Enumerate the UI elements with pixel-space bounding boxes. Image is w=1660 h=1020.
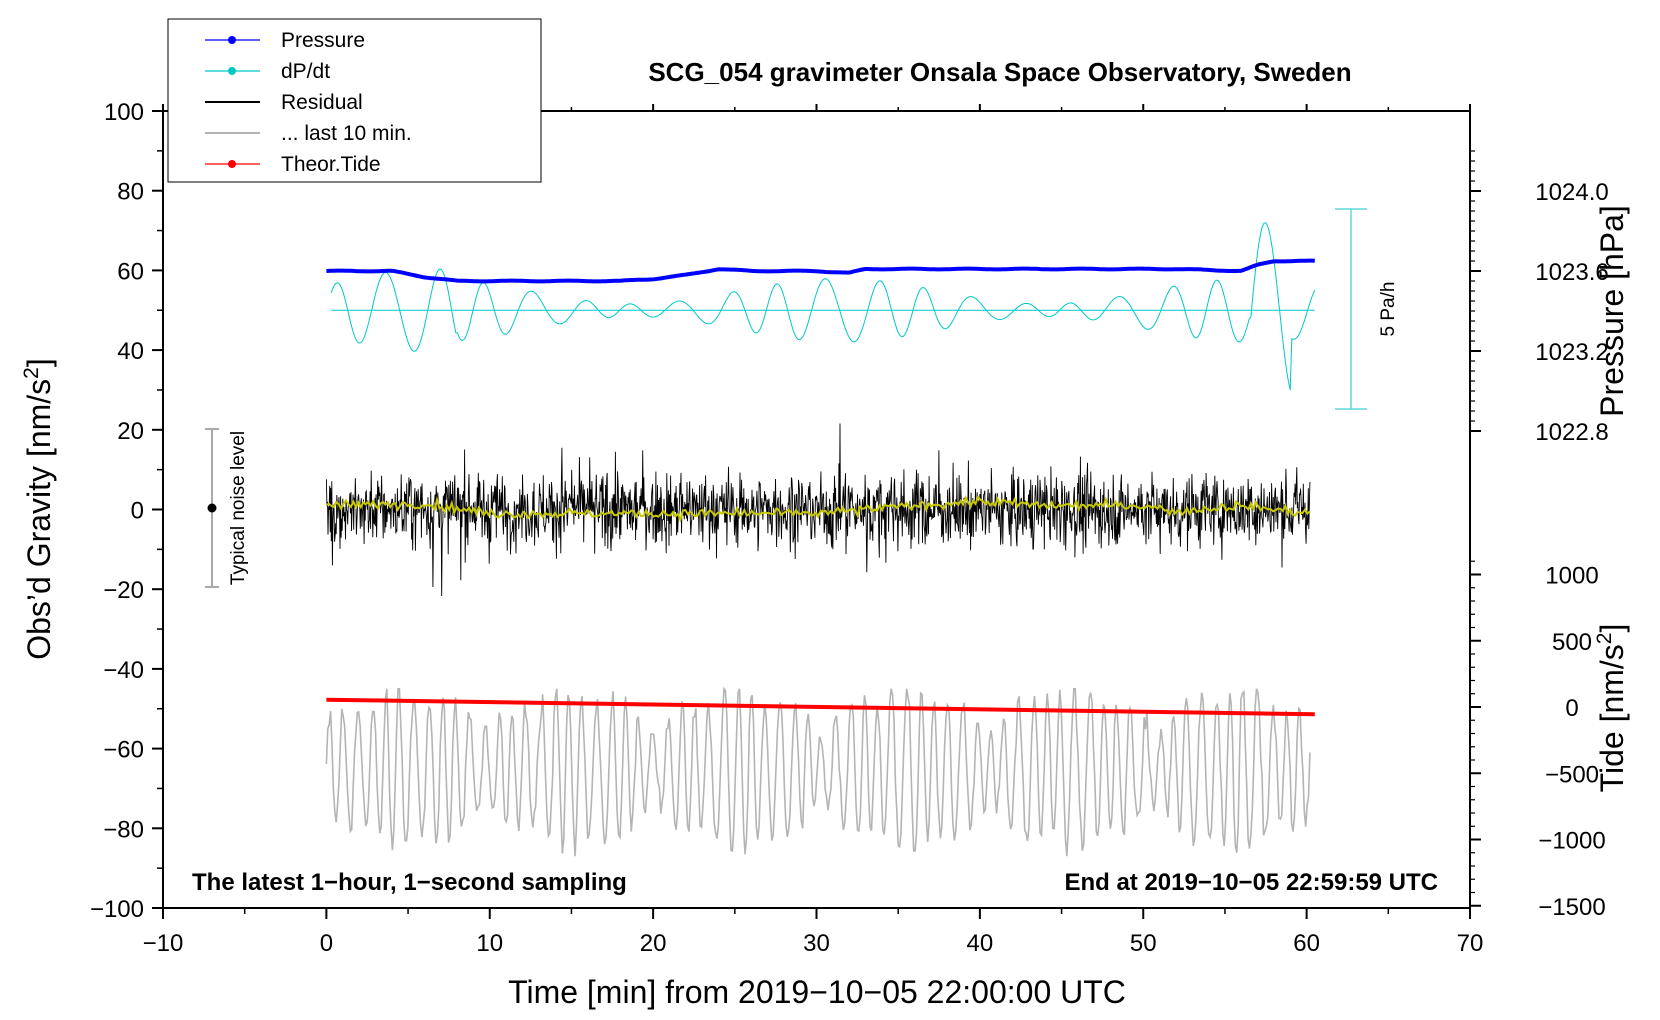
y-tick-label: −60 (103, 737, 144, 764)
tide-tick-label: 500 (1552, 629, 1592, 656)
tide-tick-label: −1500 (1538, 894, 1605, 921)
x-tick-label: 60 (1293, 930, 1320, 957)
y-tick-label: −80 (103, 816, 144, 843)
y-tick-label: 60 (117, 258, 144, 285)
x-tick-label: 20 (640, 930, 667, 957)
x-tick-label: 0 (320, 930, 333, 957)
pressure-tick-label: 1023.6 (1535, 259, 1608, 286)
y-tick-label: 40 (117, 338, 144, 365)
series-pressure (326, 258, 1315, 284)
x-tick-label: 10 (476, 930, 503, 957)
y-axis-label-left: Obs’d Gravity [nm/s2] (20, 358, 57, 660)
pressure-tick-label: 1022.8 (1535, 419, 1608, 446)
legend-marker-0 (228, 36, 236, 44)
tide-tick-label: 1000 (1545, 563, 1598, 590)
annotation-right: End at 2019−10−05 22:59:59 UTC (1064, 869, 1438, 896)
series-residual-smoothed (325, 494, 1311, 524)
series-last-10-min (325, 686, 1311, 857)
legend-label-2: Residual (281, 91, 363, 114)
tide-tick-label: −500 (1545, 761, 1599, 788)
legend-label-0: Pressure (281, 29, 365, 52)
pressure-tick-label: 1024.0 (1535, 179, 1608, 206)
y-tick-label: −40 (103, 657, 144, 684)
noise-level-indicator: Typical noise level (205, 428, 249, 588)
x-tick-label: 50 (1130, 930, 1157, 957)
y-axis-label-pressure: Pressure [hPa] (1594, 205, 1630, 417)
series-layer (325, 222, 1316, 857)
y-tick-label: −100 (90, 896, 144, 923)
y-tick-label: 100 (104, 99, 144, 126)
x-tick-label: −10 (143, 930, 184, 957)
x-tick-label: 40 (967, 930, 994, 957)
pressure-tick-label: 1023.2 (1535, 339, 1608, 366)
axes-layer: −10 0 10 20 30 40 50 60 70100806040200−20−40−60−… (90, 99, 1609, 957)
noise-level-label: Typical noise level (228, 431, 249, 585)
y-tick-label: 80 (117, 179, 144, 206)
y-tick-label: 20 (117, 418, 144, 445)
annotation-left: The latest 1−hour, 1−second sampling (192, 869, 627, 896)
tide-tick-label: −1000 (1538, 828, 1605, 855)
series-residual (325, 423, 1311, 597)
legend-marker-4 (228, 160, 236, 168)
x-tick-label: 30 (803, 930, 830, 957)
series-dpdt (330, 222, 1316, 391)
legend-label-1: dP/dt (281, 60, 330, 83)
dpdt-scale-label: 5 Pa/h (1378, 282, 1399, 337)
legend: Pressure dP/dt Residual ... last 10 min. The… (167, 18, 542, 183)
chart-title: SCG_054 gravimeter Onsala Space Observat… (648, 57, 1351, 87)
x-tick-label: 70 (1457, 930, 1484, 957)
series-theor-tide (326, 697, 1315, 717)
legend-label-3: ... last 10 min. (281, 122, 412, 145)
x-axis-label: Time [min] from 2019−10−05 22:00:00 UTC (508, 974, 1126, 1010)
y-axis-label-tide: Tide [nm/s2] (1593, 624, 1630, 793)
y-tick-label: −20 (103, 577, 144, 604)
legend-box (167, 18, 542, 183)
dpdt-scale-bar: 5 Pa/h (1335, 208, 1399, 410)
tide-tick-label: 0 (1565, 695, 1578, 722)
legend-marker-1 (228, 67, 236, 75)
legend-label-4: Theor.Tide (281, 153, 381, 176)
y-tick-label: 0 (131, 498, 144, 525)
